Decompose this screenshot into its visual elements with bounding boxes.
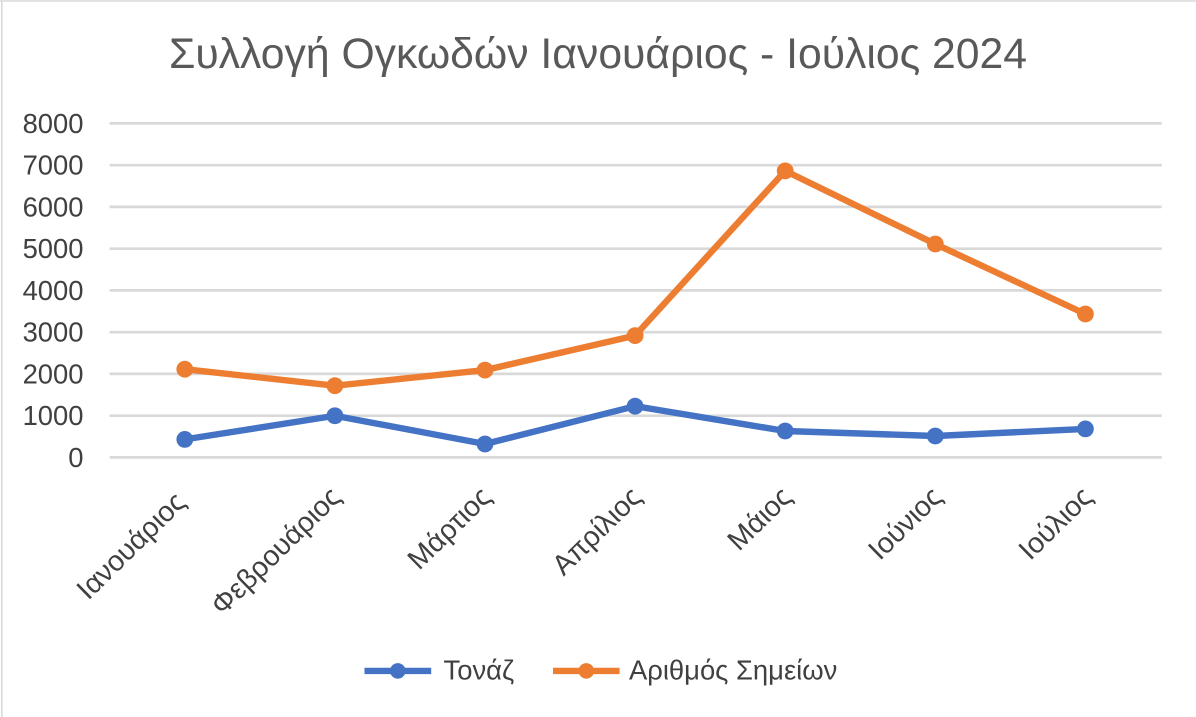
- svg-text:2000: 2000: [23, 358, 84, 389]
- svg-text:8000: 8000: [23, 108, 84, 139]
- svg-text:Τονάζ: Τονάζ: [444, 655, 515, 686]
- svg-text:0: 0: [68, 442, 83, 473]
- svg-text:Συλλογή Ογκωδών Ιανουάριος - Ι: Συλλογή Ογκωδών Ιανουάριος - Ιούλιος 202…: [169, 30, 1027, 78]
- svg-text:4000: 4000: [23, 275, 84, 306]
- svg-text:Αριθμός Σημείων: Αριθμός Σημείων: [629, 655, 837, 686]
- svg-text:7000: 7000: [23, 150, 84, 181]
- svg-text:6000: 6000: [23, 191, 84, 222]
- svg-text:1000: 1000: [23, 400, 84, 431]
- svg-text:5000: 5000: [23, 233, 84, 264]
- svg-text:3000: 3000: [23, 317, 84, 348]
